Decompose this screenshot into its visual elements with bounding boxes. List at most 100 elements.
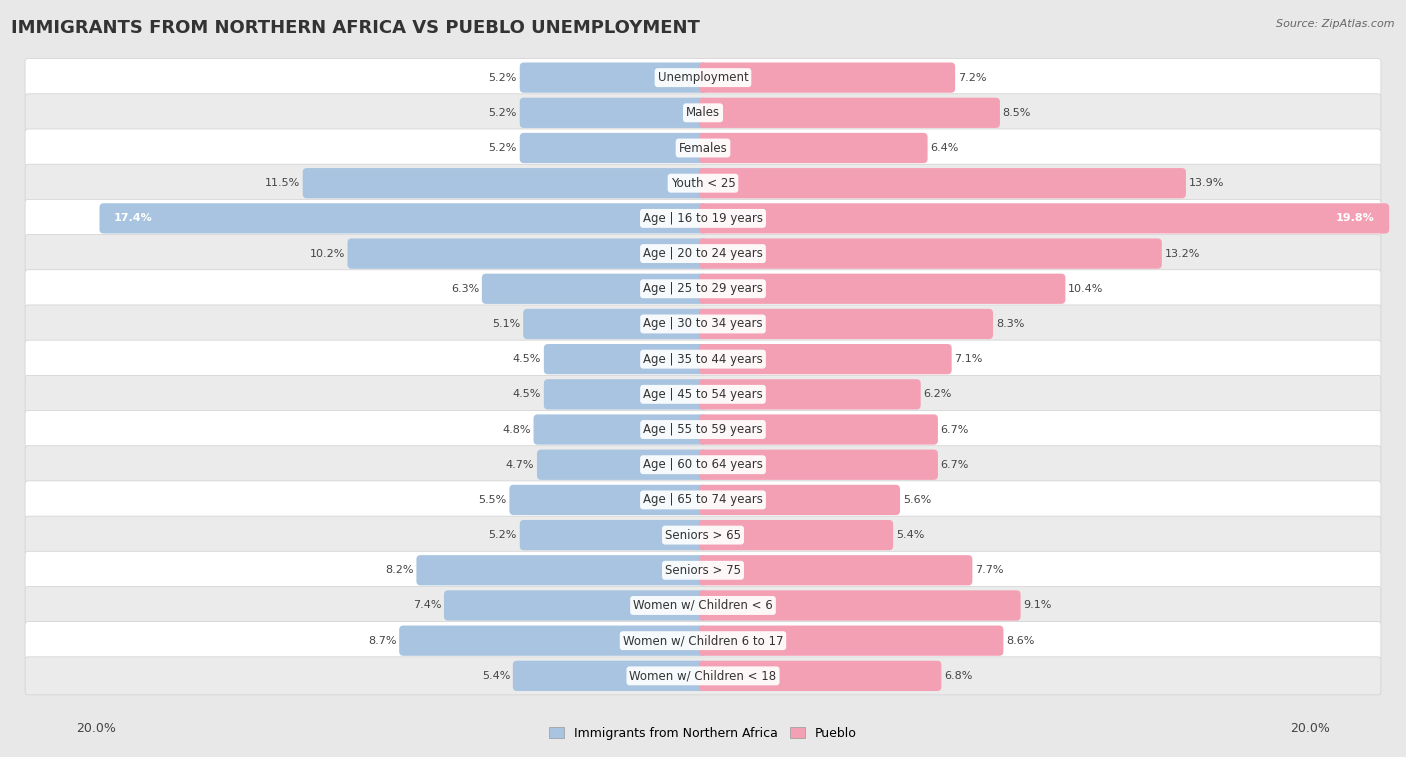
FancyBboxPatch shape xyxy=(699,309,993,339)
FancyBboxPatch shape xyxy=(699,520,893,550)
FancyBboxPatch shape xyxy=(699,168,1185,198)
FancyBboxPatch shape xyxy=(25,587,1381,625)
FancyBboxPatch shape xyxy=(25,410,1381,449)
FancyBboxPatch shape xyxy=(302,168,707,198)
FancyBboxPatch shape xyxy=(699,414,938,444)
FancyBboxPatch shape xyxy=(537,450,707,480)
Text: Source: ZipAtlas.com: Source: ZipAtlas.com xyxy=(1277,19,1395,29)
Text: 4.8%: 4.8% xyxy=(502,425,531,435)
FancyBboxPatch shape xyxy=(509,484,707,515)
FancyBboxPatch shape xyxy=(25,199,1381,238)
Legend: Immigrants from Northern Africa, Pueblo: Immigrants from Northern Africa, Pueblo xyxy=(544,721,862,745)
FancyBboxPatch shape xyxy=(25,129,1381,167)
FancyBboxPatch shape xyxy=(25,58,1381,97)
Text: 17.4%: 17.4% xyxy=(114,213,153,223)
Text: Age | 16 to 19 years: Age | 16 to 19 years xyxy=(643,212,763,225)
Text: Seniors > 65: Seniors > 65 xyxy=(665,528,741,541)
Text: 4.5%: 4.5% xyxy=(513,354,541,364)
FancyBboxPatch shape xyxy=(699,203,1389,233)
FancyBboxPatch shape xyxy=(699,484,900,515)
FancyBboxPatch shape xyxy=(699,590,1021,621)
FancyBboxPatch shape xyxy=(25,94,1381,132)
FancyBboxPatch shape xyxy=(699,98,1000,128)
Text: 5.2%: 5.2% xyxy=(489,143,517,153)
Text: 5.4%: 5.4% xyxy=(482,671,510,681)
Text: 10.2%: 10.2% xyxy=(309,248,344,259)
Text: 4.7%: 4.7% xyxy=(506,459,534,469)
FancyBboxPatch shape xyxy=(25,446,1381,484)
FancyBboxPatch shape xyxy=(699,450,938,480)
Text: 8.6%: 8.6% xyxy=(1007,636,1035,646)
FancyBboxPatch shape xyxy=(520,98,707,128)
Text: 5.4%: 5.4% xyxy=(896,530,924,540)
Text: 5.5%: 5.5% xyxy=(478,495,506,505)
Text: Females: Females xyxy=(679,142,727,154)
Text: Age | 25 to 29 years: Age | 25 to 29 years xyxy=(643,282,763,295)
Text: 13.9%: 13.9% xyxy=(1188,178,1225,188)
Text: 8.2%: 8.2% xyxy=(385,565,413,575)
Text: 4.5%: 4.5% xyxy=(513,389,541,400)
Text: 5.2%: 5.2% xyxy=(489,107,517,118)
FancyBboxPatch shape xyxy=(399,625,707,656)
Text: Women w/ Children < 18: Women w/ Children < 18 xyxy=(630,669,776,682)
FancyBboxPatch shape xyxy=(25,481,1381,519)
FancyBboxPatch shape xyxy=(25,375,1381,413)
FancyBboxPatch shape xyxy=(25,269,1381,308)
Text: Age | 45 to 54 years: Age | 45 to 54 years xyxy=(643,388,763,401)
FancyBboxPatch shape xyxy=(699,344,952,374)
Text: 10.4%: 10.4% xyxy=(1069,284,1104,294)
Text: Youth < 25: Youth < 25 xyxy=(671,176,735,190)
FancyBboxPatch shape xyxy=(544,379,707,410)
Text: 7.7%: 7.7% xyxy=(976,565,1004,575)
FancyBboxPatch shape xyxy=(699,661,942,691)
Text: Age | 60 to 64 years: Age | 60 to 64 years xyxy=(643,458,763,471)
FancyBboxPatch shape xyxy=(347,238,707,269)
Text: 5.2%: 5.2% xyxy=(489,73,517,83)
FancyBboxPatch shape xyxy=(699,555,973,585)
Text: 20.0%: 20.0% xyxy=(1291,721,1330,735)
FancyBboxPatch shape xyxy=(520,520,707,550)
Text: 8.7%: 8.7% xyxy=(368,636,396,646)
Text: 6.2%: 6.2% xyxy=(924,389,952,400)
FancyBboxPatch shape xyxy=(523,309,707,339)
Text: Seniors > 75: Seniors > 75 xyxy=(665,564,741,577)
Text: 13.2%: 13.2% xyxy=(1164,248,1199,259)
Text: Unemployment: Unemployment xyxy=(658,71,748,84)
Text: Age | 35 to 44 years: Age | 35 to 44 years xyxy=(643,353,763,366)
FancyBboxPatch shape xyxy=(25,340,1381,378)
FancyBboxPatch shape xyxy=(25,621,1381,659)
FancyBboxPatch shape xyxy=(25,305,1381,343)
FancyBboxPatch shape xyxy=(25,516,1381,554)
FancyBboxPatch shape xyxy=(482,273,707,304)
Text: 19.8%: 19.8% xyxy=(1336,213,1375,223)
Text: Age | 30 to 34 years: Age | 30 to 34 years xyxy=(643,317,763,331)
FancyBboxPatch shape xyxy=(25,164,1381,202)
Text: 5.6%: 5.6% xyxy=(903,495,931,505)
Text: 11.5%: 11.5% xyxy=(264,178,299,188)
FancyBboxPatch shape xyxy=(533,414,707,444)
Text: 20.0%: 20.0% xyxy=(76,721,115,735)
Text: 9.1%: 9.1% xyxy=(1024,600,1052,610)
FancyBboxPatch shape xyxy=(416,555,707,585)
FancyBboxPatch shape xyxy=(25,551,1381,589)
FancyBboxPatch shape xyxy=(25,235,1381,273)
Text: 6.7%: 6.7% xyxy=(941,459,969,469)
FancyBboxPatch shape xyxy=(699,133,928,164)
Text: 7.4%: 7.4% xyxy=(413,600,441,610)
Text: Women w/ Children 6 to 17: Women w/ Children 6 to 17 xyxy=(623,634,783,647)
Text: Age | 65 to 74 years: Age | 65 to 74 years xyxy=(643,494,763,506)
Text: 7.1%: 7.1% xyxy=(955,354,983,364)
FancyBboxPatch shape xyxy=(699,63,955,93)
FancyBboxPatch shape xyxy=(699,273,1066,304)
Text: 6.7%: 6.7% xyxy=(941,425,969,435)
FancyBboxPatch shape xyxy=(25,657,1381,695)
Text: Women w/ Children < 6: Women w/ Children < 6 xyxy=(633,599,773,612)
Text: Age | 20 to 24 years: Age | 20 to 24 years xyxy=(643,247,763,260)
Text: 8.3%: 8.3% xyxy=(995,319,1024,329)
Text: 5.1%: 5.1% xyxy=(492,319,520,329)
Text: 7.2%: 7.2% xyxy=(957,73,987,83)
FancyBboxPatch shape xyxy=(513,661,707,691)
Text: Males: Males xyxy=(686,106,720,120)
Text: 5.2%: 5.2% xyxy=(489,530,517,540)
Text: 6.3%: 6.3% xyxy=(451,284,479,294)
